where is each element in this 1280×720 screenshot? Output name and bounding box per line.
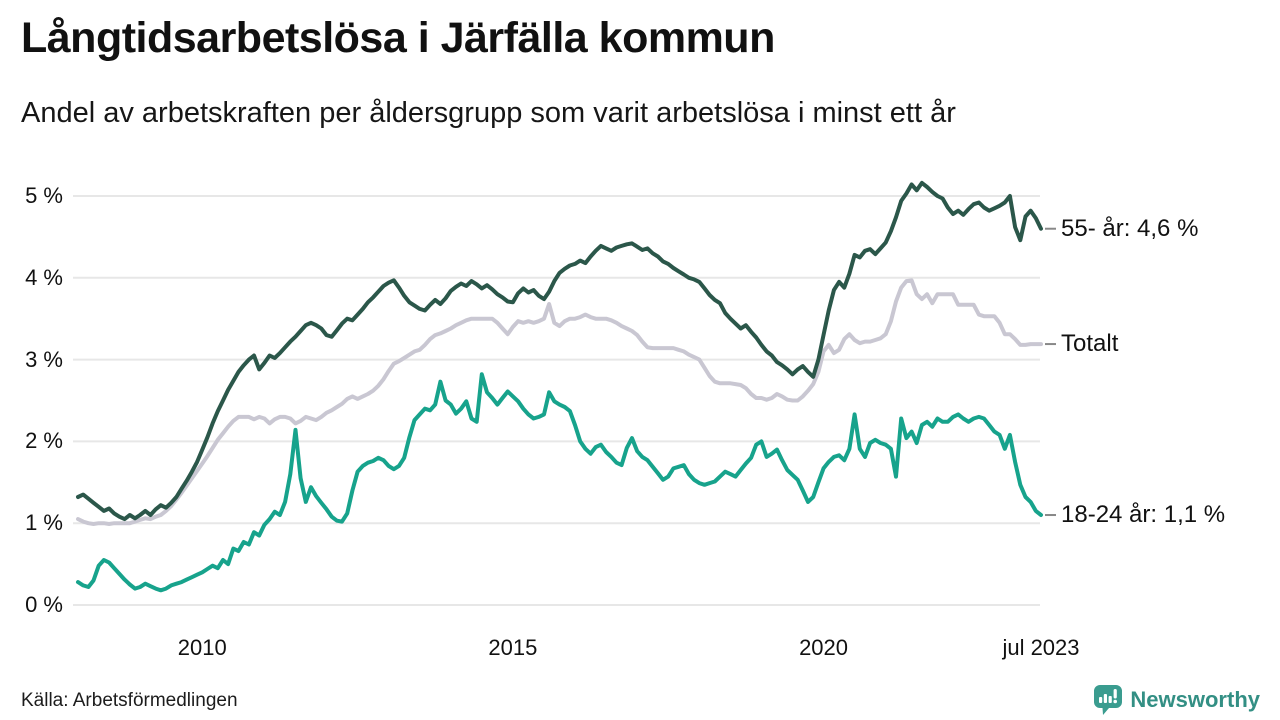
x-axis-label: 2015 bbox=[488, 635, 538, 660]
y-axis-label: 5 % bbox=[25, 183, 63, 208]
series-end-label: 18-24 år: 1,1 % bbox=[1061, 501, 1226, 529]
source-note: Källa: Arbetsförmedlingen bbox=[21, 690, 238, 711]
y-axis-label: 1 % bbox=[25, 510, 63, 536]
y-axis-label: 3 % bbox=[25, 346, 63, 372]
page-title: Långtidsarbetslösa i Järfälla kommun bbox=[21, 14, 775, 62]
x-axis-label: jul 2023 bbox=[1002, 635, 1080, 660]
y-axis-label: 4 % bbox=[25, 264, 63, 290]
page-subtitle: Andel av arbetskraften per åldersgrupp s… bbox=[21, 97, 956, 129]
x-axis-label: 2020 bbox=[799, 635, 849, 660]
series-line-Totalt bbox=[76, 278, 1043, 526]
newsworthy-logo-icon bbox=[1094, 685, 1123, 715]
brand-lockup: Newsworthy bbox=[1093, 684, 1260, 716]
brand-name: Newsworthy bbox=[1130, 687, 1260, 712]
series-end-label: Totalt bbox=[1061, 330, 1119, 358]
series-line-18-24-år bbox=[76, 372, 1043, 593]
y-axis-label: 0 % bbox=[25, 592, 63, 617]
series-end-label: 55- år: 4,6 % bbox=[1061, 214, 1199, 242]
x-axis-label: 2010 bbox=[177, 635, 227, 660]
y-axis-label: 2 % bbox=[25, 428, 63, 454]
series-line-55-år bbox=[76, 180, 1043, 522]
